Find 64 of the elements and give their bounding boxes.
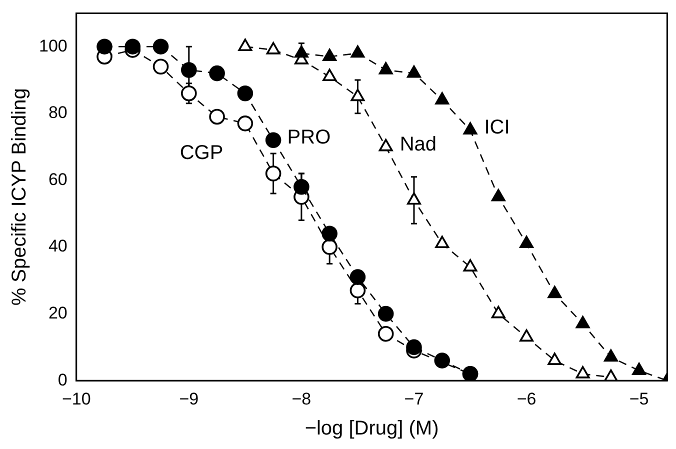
point: [265, 132, 282, 148]
point: [548, 352, 562, 365]
point: [491, 189, 506, 202]
x-tick-label: −10: [62, 389, 91, 408]
point: [96, 38, 112, 54]
point: [632, 362, 646, 375]
point: [322, 48, 337, 62]
point: [604, 349, 618, 362]
point: [407, 65, 421, 78]
point: [576, 366, 590, 378]
point: [491, 306, 506, 318]
point: [378, 306, 394, 322]
point: [520, 329, 534, 342]
point: [463, 122, 478, 134]
point: [435, 92, 450, 104]
point: [209, 65, 225, 82]
point: [294, 178, 310, 195]
point: [378, 326, 394, 342]
series-label: ICI: [484, 116, 510, 139]
y-tick-label: 80: [48, 103, 68, 122]
point: [406, 339, 422, 356]
point: [378, 62, 393, 74]
y-tick-label: 100: [38, 36, 68, 56]
point: [378, 138, 393, 152]
y-tick-label: 0: [58, 370, 68, 390]
point: [350, 269, 366, 285]
x-tick-label: −8: [292, 389, 312, 408]
point: [294, 45, 308, 58]
point: [124, 38, 141, 54]
point: [237, 85, 254, 102]
x-tick-label: −9: [179, 389, 199, 408]
point: [322, 68, 337, 82]
point: [322, 239, 338, 255]
x-tick-label: −5: [629, 389, 649, 408]
point: [209, 108, 225, 125]
point: [237, 116, 254, 132]
point: [350, 282, 366, 298]
y-tick-label: 20: [48, 303, 68, 322]
point: [238, 38, 252, 51]
point: [350, 88, 365, 102]
point: [152, 38, 169, 54]
point: [152, 58, 169, 75]
series-label: PRO: [287, 126, 331, 149]
point: [520, 236, 534, 248]
y-axis-title: % Specific ICYP Binding: [8, 88, 31, 306]
series-label: Nad: [400, 133, 437, 156]
point: [266, 42, 280, 54]
point: [434, 352, 450, 368]
y-tick-label: 40: [48, 236, 68, 256]
point: [407, 192, 421, 205]
point: [322, 226, 338, 242]
point: [435, 236, 450, 248]
y-tick-label: 60: [48, 170, 68, 189]
point: [181, 62, 197, 78]
point: [548, 286, 562, 298]
x-axis-title: −log [Drug] (M): [304, 418, 439, 440]
point: [576, 316, 590, 328]
point: [181, 85, 197, 102]
point: [463, 259, 478, 272]
series-label: CGP: [180, 142, 224, 164]
x-tick-label: −6: [516, 389, 536, 408]
x-tick-label: −7: [404, 389, 424, 408]
point: [265, 166, 282, 182]
point: [350, 45, 365, 58]
